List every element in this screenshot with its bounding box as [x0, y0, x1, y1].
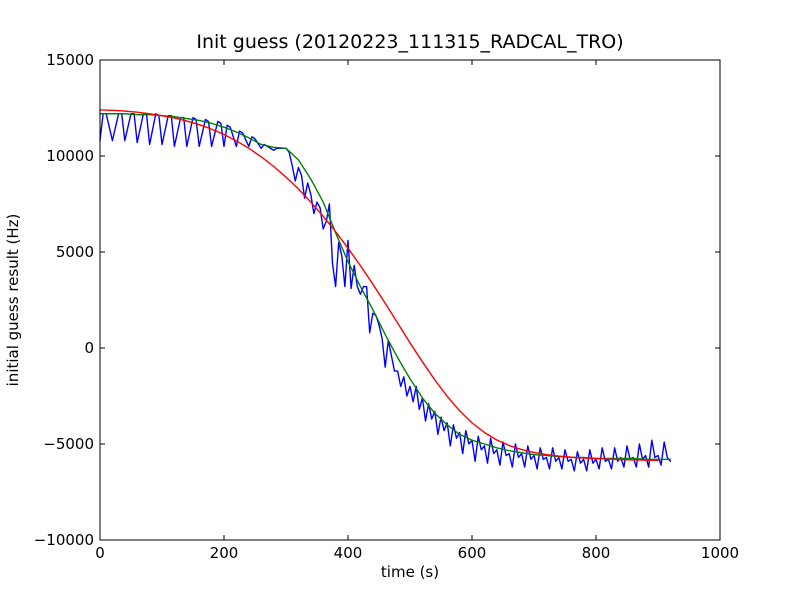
y-tick-label: 5000: [56, 243, 94, 261]
x-tick-label: 800: [582, 544, 611, 562]
y-tick-label: −10000: [34, 531, 94, 549]
tick-layer: 0 200 400 600 800 1000 −10000 −5000 0 5000 10000 15…: [34, 51, 739, 562]
series-line-3: [99, 109, 659, 462]
y-tick-label: 10000: [46, 147, 94, 165]
series-layer: [99, 109, 672, 472]
x-tick-label: 400: [334, 544, 363, 562]
plot-area: [100, 60, 720, 540]
y-axis-label: initial guess result (Hz): [4, 214, 22, 387]
plot-frame: [99, 59, 721, 541]
x-tick-label: 0: [95, 544, 105, 562]
y-tick-label: −5000: [43, 435, 94, 453]
chart-title: Init guess (20120223_111315_RADCAL_TRO): [196, 31, 623, 53]
y-tick-label: 0: [84, 339, 94, 357]
x-tick-label: 600: [458, 544, 487, 562]
y-tick-label: 15000: [46, 51, 94, 69]
x-axis-label: time (s): [381, 563, 439, 581]
x-tick-label: 1000: [701, 544, 739, 562]
series-line-1: [99, 113, 672, 472]
x-tick-label: 200: [210, 544, 239, 562]
